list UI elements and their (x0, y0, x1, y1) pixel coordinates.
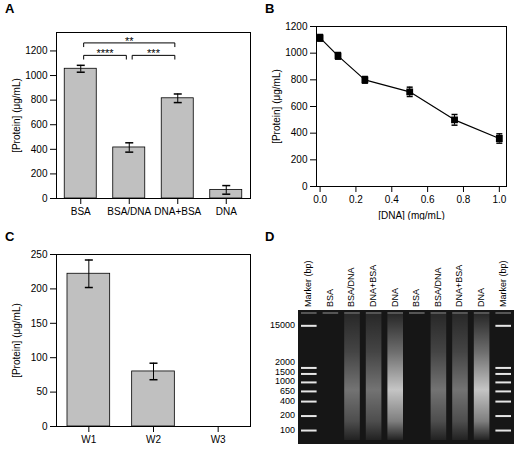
svg-text:0.4: 0.4 (385, 194, 399, 205)
svg-text:150: 150 (31, 318, 48, 329)
svg-text:15000: 15000 (270, 320, 295, 330)
svg-text:0: 0 (42, 193, 48, 204)
svg-text:DNA: DNA (390, 288, 400, 307)
svg-text:0: 0 (302, 181, 308, 192)
svg-text:0.0: 0.0 (313, 194, 327, 205)
svg-text:DNA+BSA: DNA+BSA (154, 206, 201, 217)
svg-text:1000: 1000 (275, 376, 295, 386)
svg-text:600: 600 (291, 101, 308, 112)
svg-text:BSA/DNA: BSA/DNA (107, 206, 151, 217)
svg-text:[DNA] (mg/mL): [DNA] (mg/mL) (378, 210, 445, 221)
svg-text:800: 800 (291, 74, 308, 85)
svg-text:0: 0 (42, 421, 48, 432)
svg-text:100: 100 (280, 425, 295, 435)
svg-text:0.8: 0.8 (457, 194, 471, 205)
svg-text:Marker (bp): Marker (bp) (498, 260, 508, 307)
svg-text:200: 200 (291, 154, 308, 165)
html-text:A: A (5, 1, 15, 16)
svg-text:400: 400 (291, 127, 308, 138)
html-text:C: C (5, 229, 15, 244)
svg-text:[Protein] (μg/mL): [Protein] (μg/mL) (271, 69, 282, 144)
svg-text:***: *** (147, 47, 161, 59)
svg-text:0.6: 0.6 (421, 194, 435, 205)
svg-text:0.2: 0.2 (349, 194, 363, 205)
svg-text:DNA: DNA (476, 288, 486, 307)
svg-text:800: 800 (31, 94, 48, 105)
svg-text:BSA/DNA: BSA/DNA (346, 267, 356, 307)
svg-text:200: 200 (31, 283, 48, 294)
svg-text:200: 200 (31, 168, 48, 179)
svg-text:DNA: DNA (216, 206, 237, 217)
svg-text:DNA+BSA: DNA+BSA (368, 265, 378, 307)
svg-text:W1: W1 (81, 434, 96, 445)
svg-text:2000: 2000 (275, 357, 295, 367)
svg-text:BSA: BSA (71, 206, 91, 217)
svg-text:W2: W2 (146, 434, 161, 445)
svg-text:650: 650 (280, 386, 295, 396)
svg-text:[Protein] (μg/mL): [Protein] (μg/mL) (11, 303, 22, 378)
svg-text:200: 200 (280, 410, 295, 420)
svg-text:1200: 1200 (285, 21, 308, 32)
svg-text:BSA/DNA: BSA/DNA (433, 267, 443, 307)
svg-text:600: 600 (31, 119, 48, 130)
svg-text:BSA: BSA (325, 289, 335, 307)
svg-text:1000: 1000 (285, 47, 308, 58)
svg-text:**: ** (125, 35, 134, 47)
svg-text:BSA: BSA (411, 289, 421, 307)
svg-text:1200: 1200 (25, 45, 48, 56)
svg-text:1.0: 1.0 (492, 194, 506, 205)
svg-text:W3: W3 (211, 434, 226, 445)
svg-text:250: 250 (31, 249, 48, 260)
svg-text:400: 400 (280, 396, 295, 406)
html-text:D: D (265, 229, 275, 244)
svg-text:50: 50 (36, 386, 48, 397)
svg-text:100: 100 (31, 352, 48, 363)
html-text:B: B (265, 1, 275, 16)
svg-text:1000: 1000 (25, 70, 48, 81)
svg-text:****: **** (96, 47, 114, 59)
svg-text:400: 400 (31, 144, 48, 155)
svg-text:DNA+BSA: DNA+BSA (454, 265, 464, 307)
svg-text:[Protein] (μg/mL): [Protein] (μg/mL) (11, 78, 22, 153)
svg-text:Marker (bp): Marker (bp) (303, 260, 313, 307)
svg-text:1500: 1500 (275, 367, 295, 377)
